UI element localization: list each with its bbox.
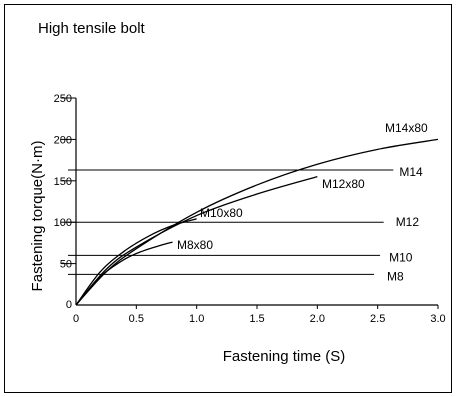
x-axis-label: Fastening time (S) <box>223 348 346 365</box>
reference-label-m14: M14 <box>399 165 423 179</box>
x-tick-label: 2.0 <box>310 313 325 325</box>
y-tick-label: 150 <box>54 176 72 188</box>
series-line-m8x80 <box>75 241 173 306</box>
series-line-m12x80 <box>75 176 318 306</box>
series-label-m10x80: M10x80 <box>200 206 243 220</box>
x-tick-label: 2.5 <box>370 313 385 325</box>
y-tick-label: 250 <box>54 93 72 105</box>
reference-label-m8: M8 <box>387 269 404 283</box>
reference-label-m12: M12 <box>396 215 420 229</box>
x-tick-label: 0.5 <box>129 313 144 325</box>
x-tick-label: 1.0 <box>189 313 204 325</box>
series-line-m10x80 <box>75 218 197 306</box>
y-tick-label: 0 <box>66 299 72 311</box>
y-tick-label: 50 <box>60 259 72 271</box>
y-axis-label: Fastening torque(N·m) <box>29 141 46 292</box>
chart-frame <box>4 4 452 393</box>
y-tick-label: 200 <box>54 134 72 146</box>
series-label-m12x80: M12x80 <box>322 177 365 191</box>
x-tick-label: 1.5 <box>249 313 264 325</box>
series-label-m8x80: M8x80 <box>177 238 213 252</box>
reference-label-m10: M10 <box>389 250 413 264</box>
x-tick-label: 0 <box>73 313 79 325</box>
x-tick-label: 3.0 <box>430 313 445 325</box>
y-tick-label: 100 <box>54 217 72 229</box>
series-label-m14x80: M14x80 <box>385 121 428 135</box>
chart-title: High tensile bolt <box>38 20 146 37</box>
